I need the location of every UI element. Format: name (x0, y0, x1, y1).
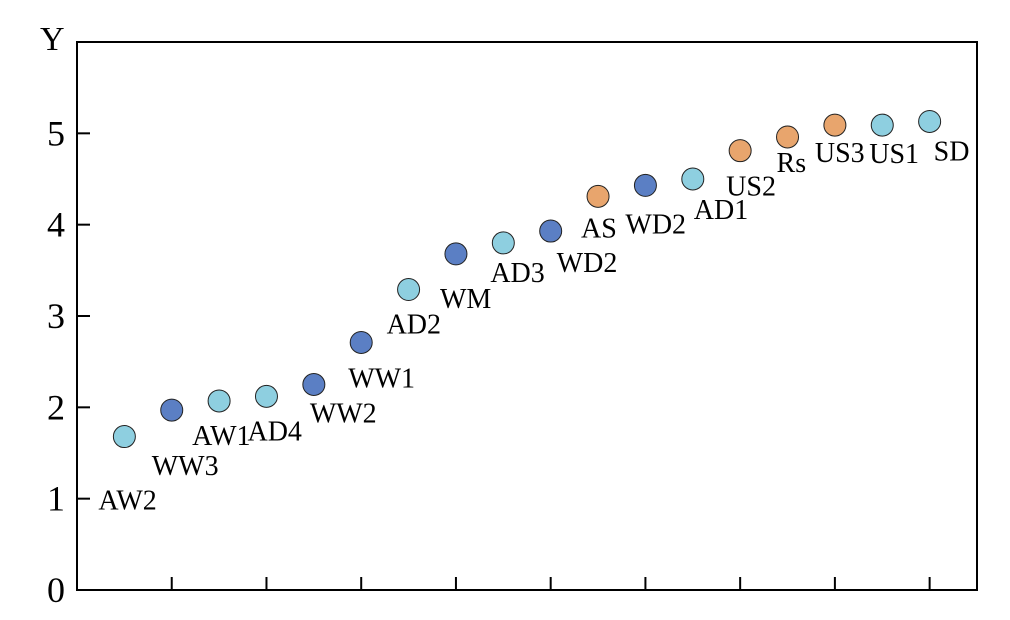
y-tick-label: 2 (47, 387, 65, 427)
point-label: AW1 (192, 421, 250, 452)
data-point-ww3 (160, 398, 184, 422)
point-label: Rs (777, 148, 807, 179)
point-label: WD2 (625, 209, 686, 240)
data-point-aw1 (207, 389, 231, 413)
point-label: AD3 (490, 258, 544, 289)
data-point-ww1 (349, 330, 373, 354)
point-label: AD4 (247, 416, 301, 447)
data-point-ad3 (491, 231, 515, 255)
data-point-rs (776, 125, 800, 149)
data-point-ad4 (254, 384, 278, 408)
data-point-ad2 (397, 278, 421, 302)
data-point-us1 (870, 113, 894, 137)
data-point-us2 (728, 139, 752, 163)
point-label: US3 (815, 138, 865, 169)
point-label: WM (440, 284, 491, 315)
point-label: WW3 (152, 451, 219, 482)
point-label: AS (581, 213, 617, 244)
y-tick-label: 4 (47, 205, 65, 245)
point-label: WD2 (557, 248, 618, 279)
data-point-as (586, 184, 610, 208)
point-label: AD1 (694, 195, 748, 226)
data-point-wm (444, 242, 468, 266)
y-tick-label: 5 (47, 113, 65, 153)
data-point-aw2 (112, 425, 136, 449)
point-label: WW2 (310, 399, 377, 430)
y-tick-label: 0 (47, 570, 65, 610)
data-point-wd2 (633, 173, 657, 197)
data-point-sd (918, 109, 942, 133)
data-point-ww2 (302, 373, 326, 396)
point-label: AD2 (387, 310, 441, 341)
point-label: WW1 (348, 363, 415, 394)
point-label: SD (934, 136, 970, 167)
data-point-ad1 (681, 167, 705, 191)
y-tick-label: 3 (47, 296, 65, 336)
point-label: US2 (726, 172, 776, 203)
y-axis-label: Y (40, 21, 65, 58)
data-point-wd2 (539, 219, 563, 243)
data-point-us3 (823, 113, 847, 137)
point-label: AW2 (98, 486, 156, 517)
y-tick-label: 1 (47, 479, 65, 519)
point-label: US1 (869, 139, 919, 170)
